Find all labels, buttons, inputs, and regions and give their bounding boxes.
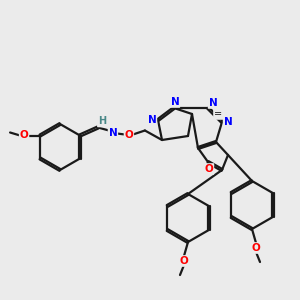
Text: N: N	[109, 128, 117, 137]
Text: O: O	[252, 243, 260, 253]
Text: H: H	[98, 116, 106, 127]
Text: O: O	[124, 130, 133, 140]
Text: N: N	[224, 117, 232, 127]
Text: O: O	[205, 164, 213, 174]
Text: =: =	[214, 109, 222, 119]
Text: N: N	[171, 97, 179, 107]
Text: N: N	[148, 115, 156, 125]
Text: O: O	[20, 130, 28, 140]
Text: O: O	[180, 256, 188, 266]
Text: N: N	[208, 98, 217, 108]
